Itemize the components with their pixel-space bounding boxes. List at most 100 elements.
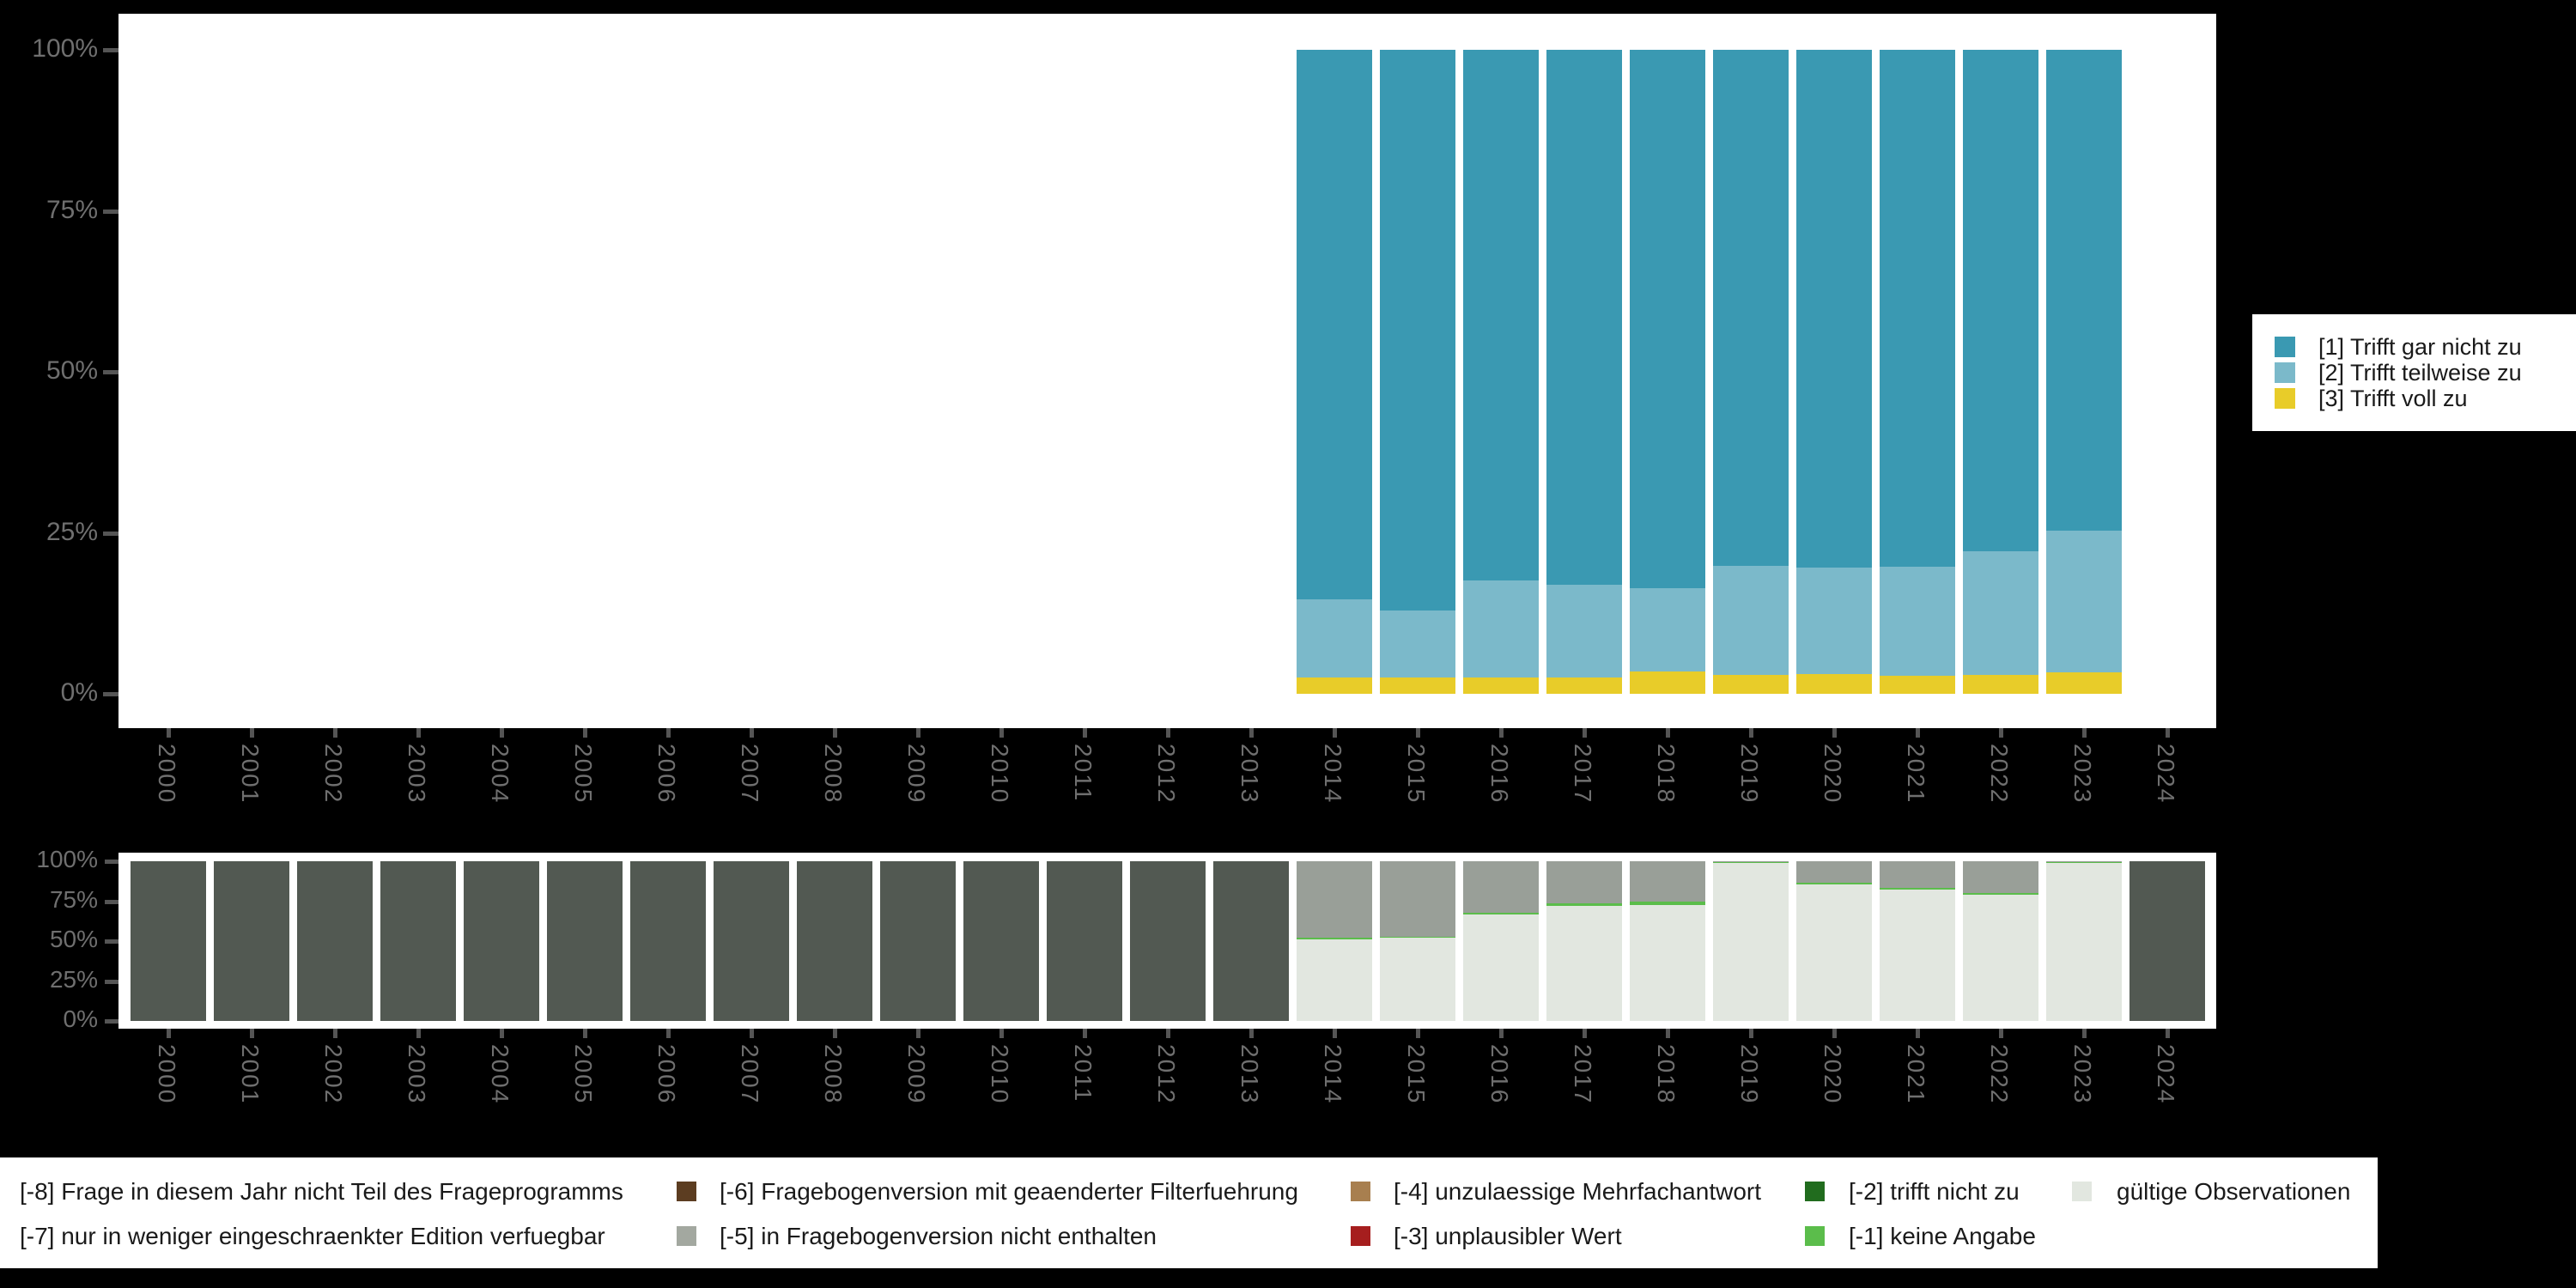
bar-segment: [880, 861, 956, 1021]
bar-segment: [2129, 861, 2205, 1021]
x-axis-year-label: 2022: [1986, 1044, 2013, 1105]
bar-segment: [1297, 939, 1372, 1021]
x-axis-year-label: 2002: [320, 1044, 347, 1105]
bar-segment: [1630, 50, 1705, 588]
x-axis-year-label: 2012: [1153, 744, 1180, 805]
bar-segment: [1463, 677, 1539, 694]
bar-segment: [1963, 861, 2038, 893]
x-axis-tick: [833, 1029, 837, 1038]
x-axis-tick: [999, 1029, 1004, 1038]
x-axis-year-label: 2017: [1570, 744, 1596, 805]
bar-segment: [2046, 672, 2122, 694]
legend-key-swatch: [2275, 337, 2295, 357]
y-axis-tick: [103, 370, 118, 374]
x-axis-year-label: 2005: [570, 1044, 597, 1105]
x-axis-year-label: 2008: [820, 744, 847, 805]
bar-segment: [1463, 912, 1539, 914]
y-axis-label: 100%: [36, 846, 98, 872]
legend-label: [-6] Fragebogenversion mit geaenderter F…: [720, 1178, 1298, 1205]
x-axis-year-label: 2004: [487, 1044, 513, 1105]
x-axis-tick: [750, 1029, 754, 1038]
x-axis-tick: [500, 728, 504, 738]
bar-segment: [1963, 50, 2038, 552]
bar-segment: [1963, 894, 2038, 1021]
legend-key-swatch: [1805, 1182, 1825, 1201]
x-axis-tick: [250, 1029, 254, 1038]
x-axis-year-label: 2006: [653, 1044, 680, 1105]
bar-segment: [1796, 884, 1872, 1021]
x-axis-tick: [666, 1029, 671, 1038]
x-axis-year-label: 2012: [1153, 1044, 1180, 1105]
x-axis-year-label: 2000: [154, 1044, 180, 1105]
x-axis-tick: [1832, 1029, 1837, 1038]
bar-segment: [1380, 937, 1455, 939]
bar-segment: [630, 861, 706, 1021]
bar-segment: [2046, 862, 2122, 1021]
legend-key-swatch: [677, 1182, 696, 1201]
bar-segment: [297, 861, 373, 1021]
bar-segment: [1630, 588, 1705, 671]
legend-label: [2] Trifft teilweise zu: [2318, 360, 2522, 386]
x-axis-year-label: 2003: [404, 744, 430, 805]
legend-key-swatch: [677, 1226, 696, 1246]
y-axis-label: 50%: [49, 926, 98, 952]
x-axis-year-label: 2020: [1820, 744, 1846, 805]
bar-segment: [797, 861, 872, 1021]
x-axis-tick: [1583, 1029, 1587, 1038]
bar-segment: [1713, 565, 1789, 676]
bar-segment: [1880, 676, 1955, 694]
y-axis-tick: [105, 939, 118, 944]
x-axis-year-label: 2008: [820, 1044, 847, 1105]
x-axis-tick: [1416, 728, 1420, 738]
x-axis-tick: [1249, 728, 1254, 738]
bar-segment: [1880, 861, 1955, 888]
bar-segment: [380, 861, 456, 1021]
legend-key-swatch: [1351, 1226, 1370, 1246]
bar-segment: [1463, 861, 1539, 913]
y-axis-tick: [103, 48, 118, 52]
bar-segment: [1380, 677, 1455, 694]
bar-segment: [1796, 861, 1872, 883]
bar-segment: [1546, 585, 1622, 678]
bar-segment: [1297, 50, 1372, 599]
bar-segment: [1880, 50, 1955, 567]
x-axis-year-label: 2003: [404, 1044, 430, 1105]
bar-segment: [1963, 675, 2038, 694]
x-axis-tick: [1666, 1029, 1670, 1038]
bar-segment: [1713, 675, 1789, 694]
x-axis-year-label: 2017: [1570, 1044, 1596, 1105]
bar-segment: [1546, 905, 1622, 1021]
legend-label: [-1] keine Angabe: [1849, 1223, 2036, 1249]
x-axis-year-label: 2005: [570, 744, 597, 805]
bar-segment: [1880, 887, 1955, 890]
x-axis-tick: [333, 728, 337, 738]
x-axis-year-label: 2000: [154, 744, 180, 805]
x-axis-year-label: 2016: [1486, 744, 1513, 805]
x-axis-tick: [1916, 728, 1920, 738]
bar-segment: [1297, 861, 1372, 938]
legend-label: [-3] unplausibler Wert: [1394, 1223, 1622, 1249]
bar-segment: [1713, 50, 1789, 566]
x-axis-tick: [916, 728, 920, 738]
x-axis-year-label: 2014: [1320, 1044, 1346, 1105]
bar-segment: [1713, 861, 1789, 864]
x-axis-year-label: 2002: [320, 744, 347, 805]
legend-label: [1] Trifft gar nicht zu: [2318, 334, 2522, 360]
x-axis-year-label: 2015: [1403, 1044, 1430, 1105]
x-axis-year-label: 2011: [1070, 744, 1097, 803]
y-axis-label: 25%: [46, 517, 98, 546]
x-axis-year-label: 2014: [1320, 744, 1346, 805]
x-axis-tick: [1583, 728, 1587, 738]
x-axis-tick: [500, 1029, 504, 1038]
y-axis-label: 50%: [46, 356, 98, 385]
x-axis-tick: [1333, 728, 1337, 738]
x-axis-year-label: 2011: [1070, 1044, 1097, 1103]
bar-segment: [1380, 861, 1455, 938]
bar-segment: [1047, 861, 1122, 1021]
legend-label: [-8] Frage in diesem Jahr nicht Teil des…: [20, 1178, 623, 1205]
bar-segment: [1630, 671, 1705, 694]
missings-legend: [0, 1157, 2378, 1268]
bar-segment: [1546, 861, 1622, 904]
x-axis-year-label: 2009: [903, 1044, 930, 1105]
x-axis-year-label: 2022: [1986, 744, 2013, 805]
